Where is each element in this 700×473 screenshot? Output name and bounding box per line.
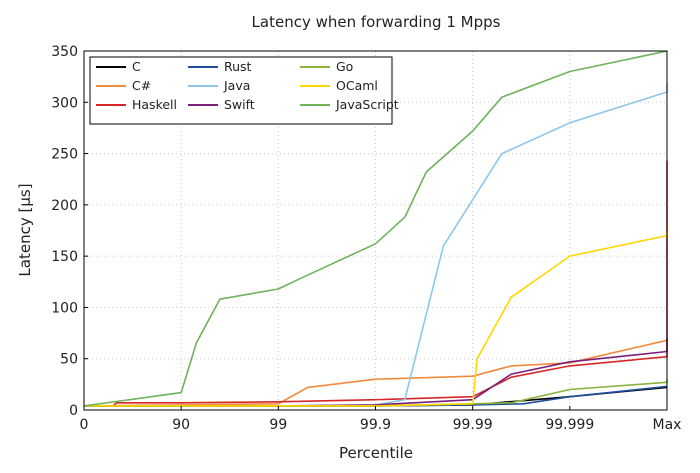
- x-tick-label: 0: [80, 417, 89, 433]
- legend-label: Swift: [224, 97, 255, 112]
- legend-label: C#: [132, 78, 151, 93]
- x-axis-label: Percentile: [339, 444, 413, 462]
- x-tick-label: Max: [653, 417, 682, 433]
- legend-label: Go: [336, 59, 353, 74]
- x-tick-label: 99.999: [545, 417, 594, 433]
- x-tick-label: 99.99: [453, 417, 493, 433]
- y-tick-label: 0: [69, 403, 78, 419]
- y-axis-label: Latency [µs]: [16, 183, 34, 276]
- y-tick-label: 100: [51, 300, 78, 316]
- x-tick-label: 90: [172, 417, 190, 433]
- legend: C C# Haskell Rust Java Swift Go OCaml JavaScript: [89, 56, 399, 125]
- x-tick-label: 99.9: [360, 417, 391, 433]
- series-lines: [83, 50, 668, 407]
- y-tick-label: 350: [51, 44, 78, 60]
- y-axis: 0 50 100 150 200 250 300 350: [51, 44, 88, 419]
- legend-label: OCaml: [336, 78, 378, 93]
- series-line-javascript: [83, 50, 668, 407]
- series-line-c-: [83, 339, 668, 407]
- x-axis: 0 90 99 99.9 99.99 99.999 Max: [80, 406, 682, 433]
- y-tick-label: 150: [51, 249, 78, 265]
- legend-label: C: [132, 59, 141, 74]
- legend-label: Rust: [224, 59, 252, 74]
- legend-label: Java: [223, 78, 250, 93]
- series-line-ocaml: [84, 230, 668, 407]
- legend-label: JavaScript: [335, 97, 399, 112]
- y-tick-label: 250: [51, 147, 78, 163]
- y-tick-label: 200: [51, 198, 78, 214]
- x-tick-label: 99: [269, 417, 287, 433]
- y-tick-label: 50: [60, 352, 78, 368]
- legend-box: [89, 56, 393, 125]
- legend-label: Haskell: [132, 97, 177, 112]
- y-tick-label: 300: [51, 95, 78, 111]
- chart-title: Latency when forwarding 1 Mpps: [252, 13, 501, 31]
